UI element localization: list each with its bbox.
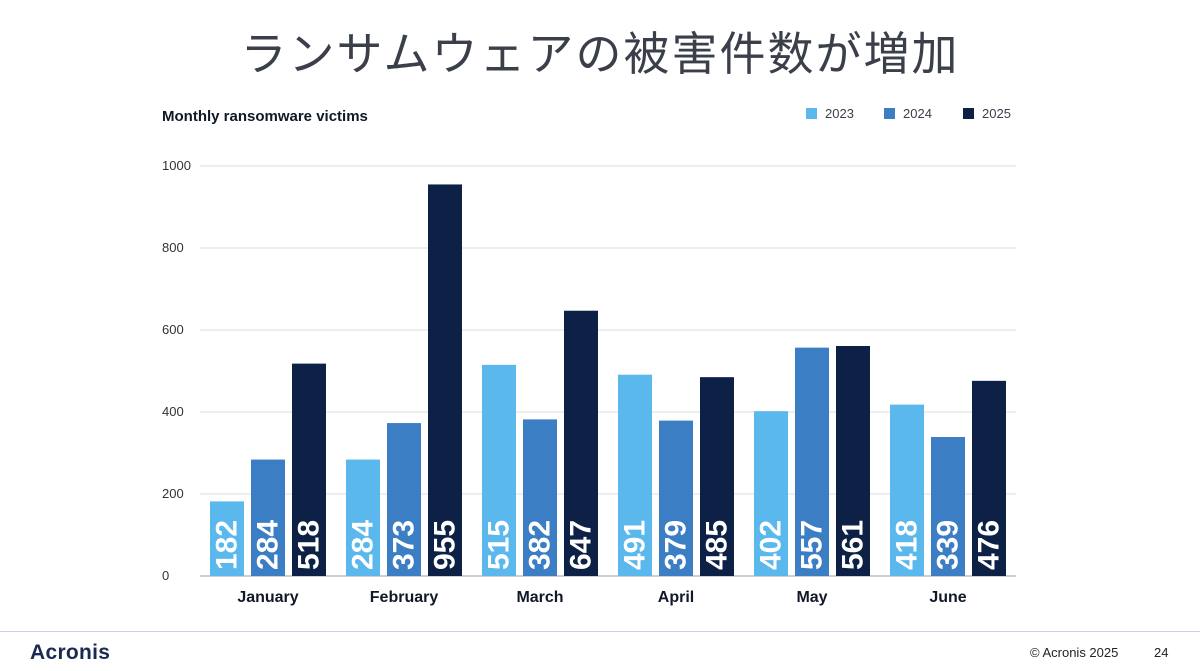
data-label: 561 [837, 520, 870, 570]
legend: 2023 2024 2025 [806, 106, 1011, 121]
data-label: 402 [755, 520, 788, 570]
bar-2023-may [754, 411, 788, 576]
legend-label-2023: 2023 [825, 106, 854, 121]
bar-chart: Monthly ransomware victims 0 200 400 600 800… [162, 106, 1016, 606]
bar-2023-june [890, 404, 924, 576]
y-tick-label: 400 [162, 404, 184, 419]
x-tick-label: March [516, 589, 563, 606]
data-label: 382 [524, 520, 557, 570]
bar-2025-may [836, 345, 870, 576]
legend-label-2025: 2025 [982, 106, 1011, 121]
bar-2025-march [564, 310, 598, 576]
bar-2024-april [659, 420, 693, 576]
data-label: 182 [211, 520, 244, 570]
gridlines: 0 200 400 600 800 1000 [162, 158, 1016, 583]
legend-label-2024: 2024 [903, 106, 932, 121]
data-label: 955 [429, 520, 462, 570]
data-label: 485 [701, 520, 734, 570]
chart-title: Monthly ransomware victims [162, 108, 368, 125]
page-number: 24 [1154, 645, 1169, 660]
legend-swatch-2024 [884, 108, 895, 119]
bar-2025-april [700, 377, 734, 576]
bar-2023-april [618, 374, 652, 576]
bar-2024-march [523, 419, 557, 576]
footer-divider [0, 631, 1200, 632]
y-tick-label: 0 [162, 568, 169, 583]
data-label: 284 [347, 520, 380, 570]
slide-title: ランサムウェアの被害件数が増加 [240, 27, 960, 81]
bar-2024-january [251, 459, 285, 576]
x-tick-label: May [796, 589, 827, 606]
x-tick-label: June [929, 589, 966, 606]
y-tick-label: 800 [162, 240, 184, 255]
x-tick-label: February [370, 589, 439, 606]
x-tick-label: January [237, 589, 298, 606]
copyright-text: © Acronis 2025 [1030, 645, 1119, 660]
bar-2023-march [482, 364, 516, 576]
data-label: 476 [973, 520, 1006, 570]
bar-2025-january [292, 363, 326, 576]
x-tick-label: April [658, 589, 694, 606]
bar-2023-january [210, 501, 244, 576]
bar-2024-february [387, 423, 421, 576]
data-label: 418 [891, 520, 924, 570]
legend-swatch-2023 [806, 108, 817, 119]
data-label: 379 [660, 520, 693, 570]
data-label: 647 [565, 520, 598, 570]
data-label: 284 [252, 520, 285, 570]
y-tick-label: 1000 [162, 158, 191, 173]
data-label: 557 [796, 520, 829, 570]
data-label: 518 [293, 520, 326, 570]
bar-2024-june [931, 437, 965, 576]
y-tick-label: 200 [162, 486, 184, 501]
data-label: 339 [932, 520, 965, 570]
bar-2024-may [795, 347, 829, 576]
data-label: 491 [619, 520, 652, 570]
bar-2025-june [972, 380, 1006, 576]
legend-swatch-2025 [963, 108, 974, 119]
data-label: 515 [483, 520, 516, 570]
acronis-logo: Acronis [30, 641, 111, 664]
data-label: 373 [388, 520, 421, 570]
bar-2025-february [428, 184, 462, 576]
bar-2023-february [346, 459, 380, 576]
y-tick-label: 600 [162, 322, 184, 337]
